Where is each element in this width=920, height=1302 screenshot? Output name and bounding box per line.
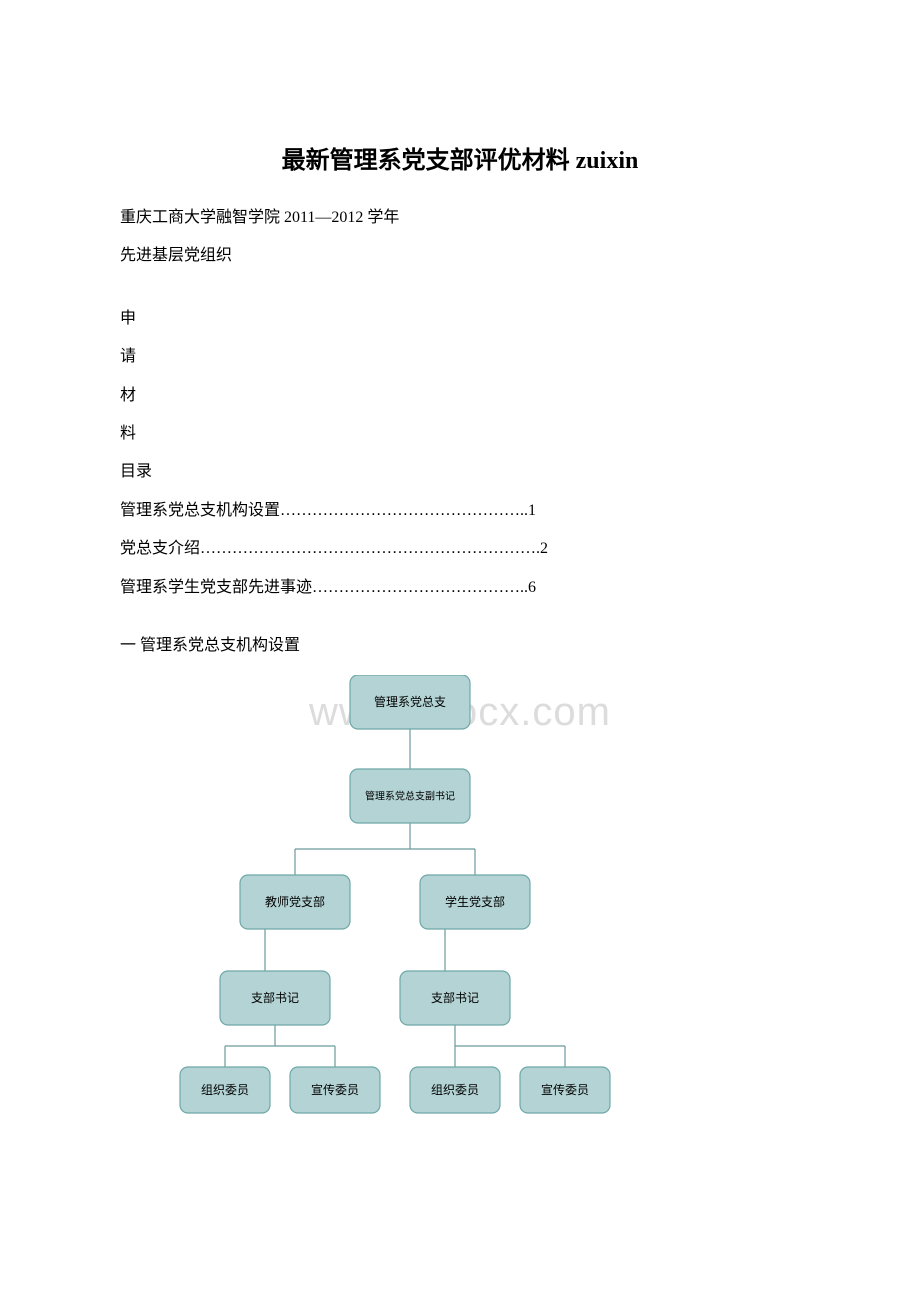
org-node-label-t_org: 组织委员	[201, 1083, 249, 1097]
subtitle-line-1: 重庆工商大学融智学院 2011—2012 学年	[120, 199, 800, 237]
org-node-label-dep: 管理系党总支副书记	[365, 790, 455, 803]
org-node-label-s_sec: 支部书记	[431, 990, 479, 1005]
org-node-label-s: 学生党支部	[445, 894, 505, 909]
subtitle-line-2: 先进基层党组织	[120, 237, 800, 275]
org-node-label-root: 管理系党总支	[374, 694, 446, 709]
page-title: 最新管理系党支部评优材料 zuixin	[120, 140, 800, 175]
toc-item-1: 管理系党总支机构设置………………………………………..1	[120, 492, 800, 530]
toc-heading: 目录	[120, 453, 800, 491]
vertical-char-3: 材	[120, 377, 800, 415]
org-node-label-s_pub: 宣传委员	[541, 1082, 589, 1097]
toc-item-3: 管理系学生党支部先进事迹…………………………………..6	[120, 569, 800, 607]
org-node-label-t_pub: 宣传委员	[311, 1082, 359, 1097]
vertical-char-2: 请	[120, 338, 800, 376]
org-node-label-s_org: 组织委员	[431, 1083, 479, 1097]
section-1-heading: 一 管理系党总支机构设置	[120, 627, 800, 665]
vertical-char-4: 料	[120, 415, 800, 453]
org-node-label-t_sec: 支部书记	[251, 990, 299, 1005]
org-chart: 管理系党总支管理系党总支副书记教师党支部 学生党支部支部书记 支部书记组织委员 宣传委…	[160, 675, 640, 1125]
org-node-label-t: 教师党支部	[265, 894, 325, 909]
org-chart-svg: 管理系党总支管理系党总支副书记教师党支部 学生党支部支部书记 支部书记组织委员 宣传委…	[160, 675, 640, 1125]
vertical-char-1: 申	[120, 300, 800, 338]
toc-item-2: 党总支介绍……………………………………………………….2	[120, 530, 800, 568]
